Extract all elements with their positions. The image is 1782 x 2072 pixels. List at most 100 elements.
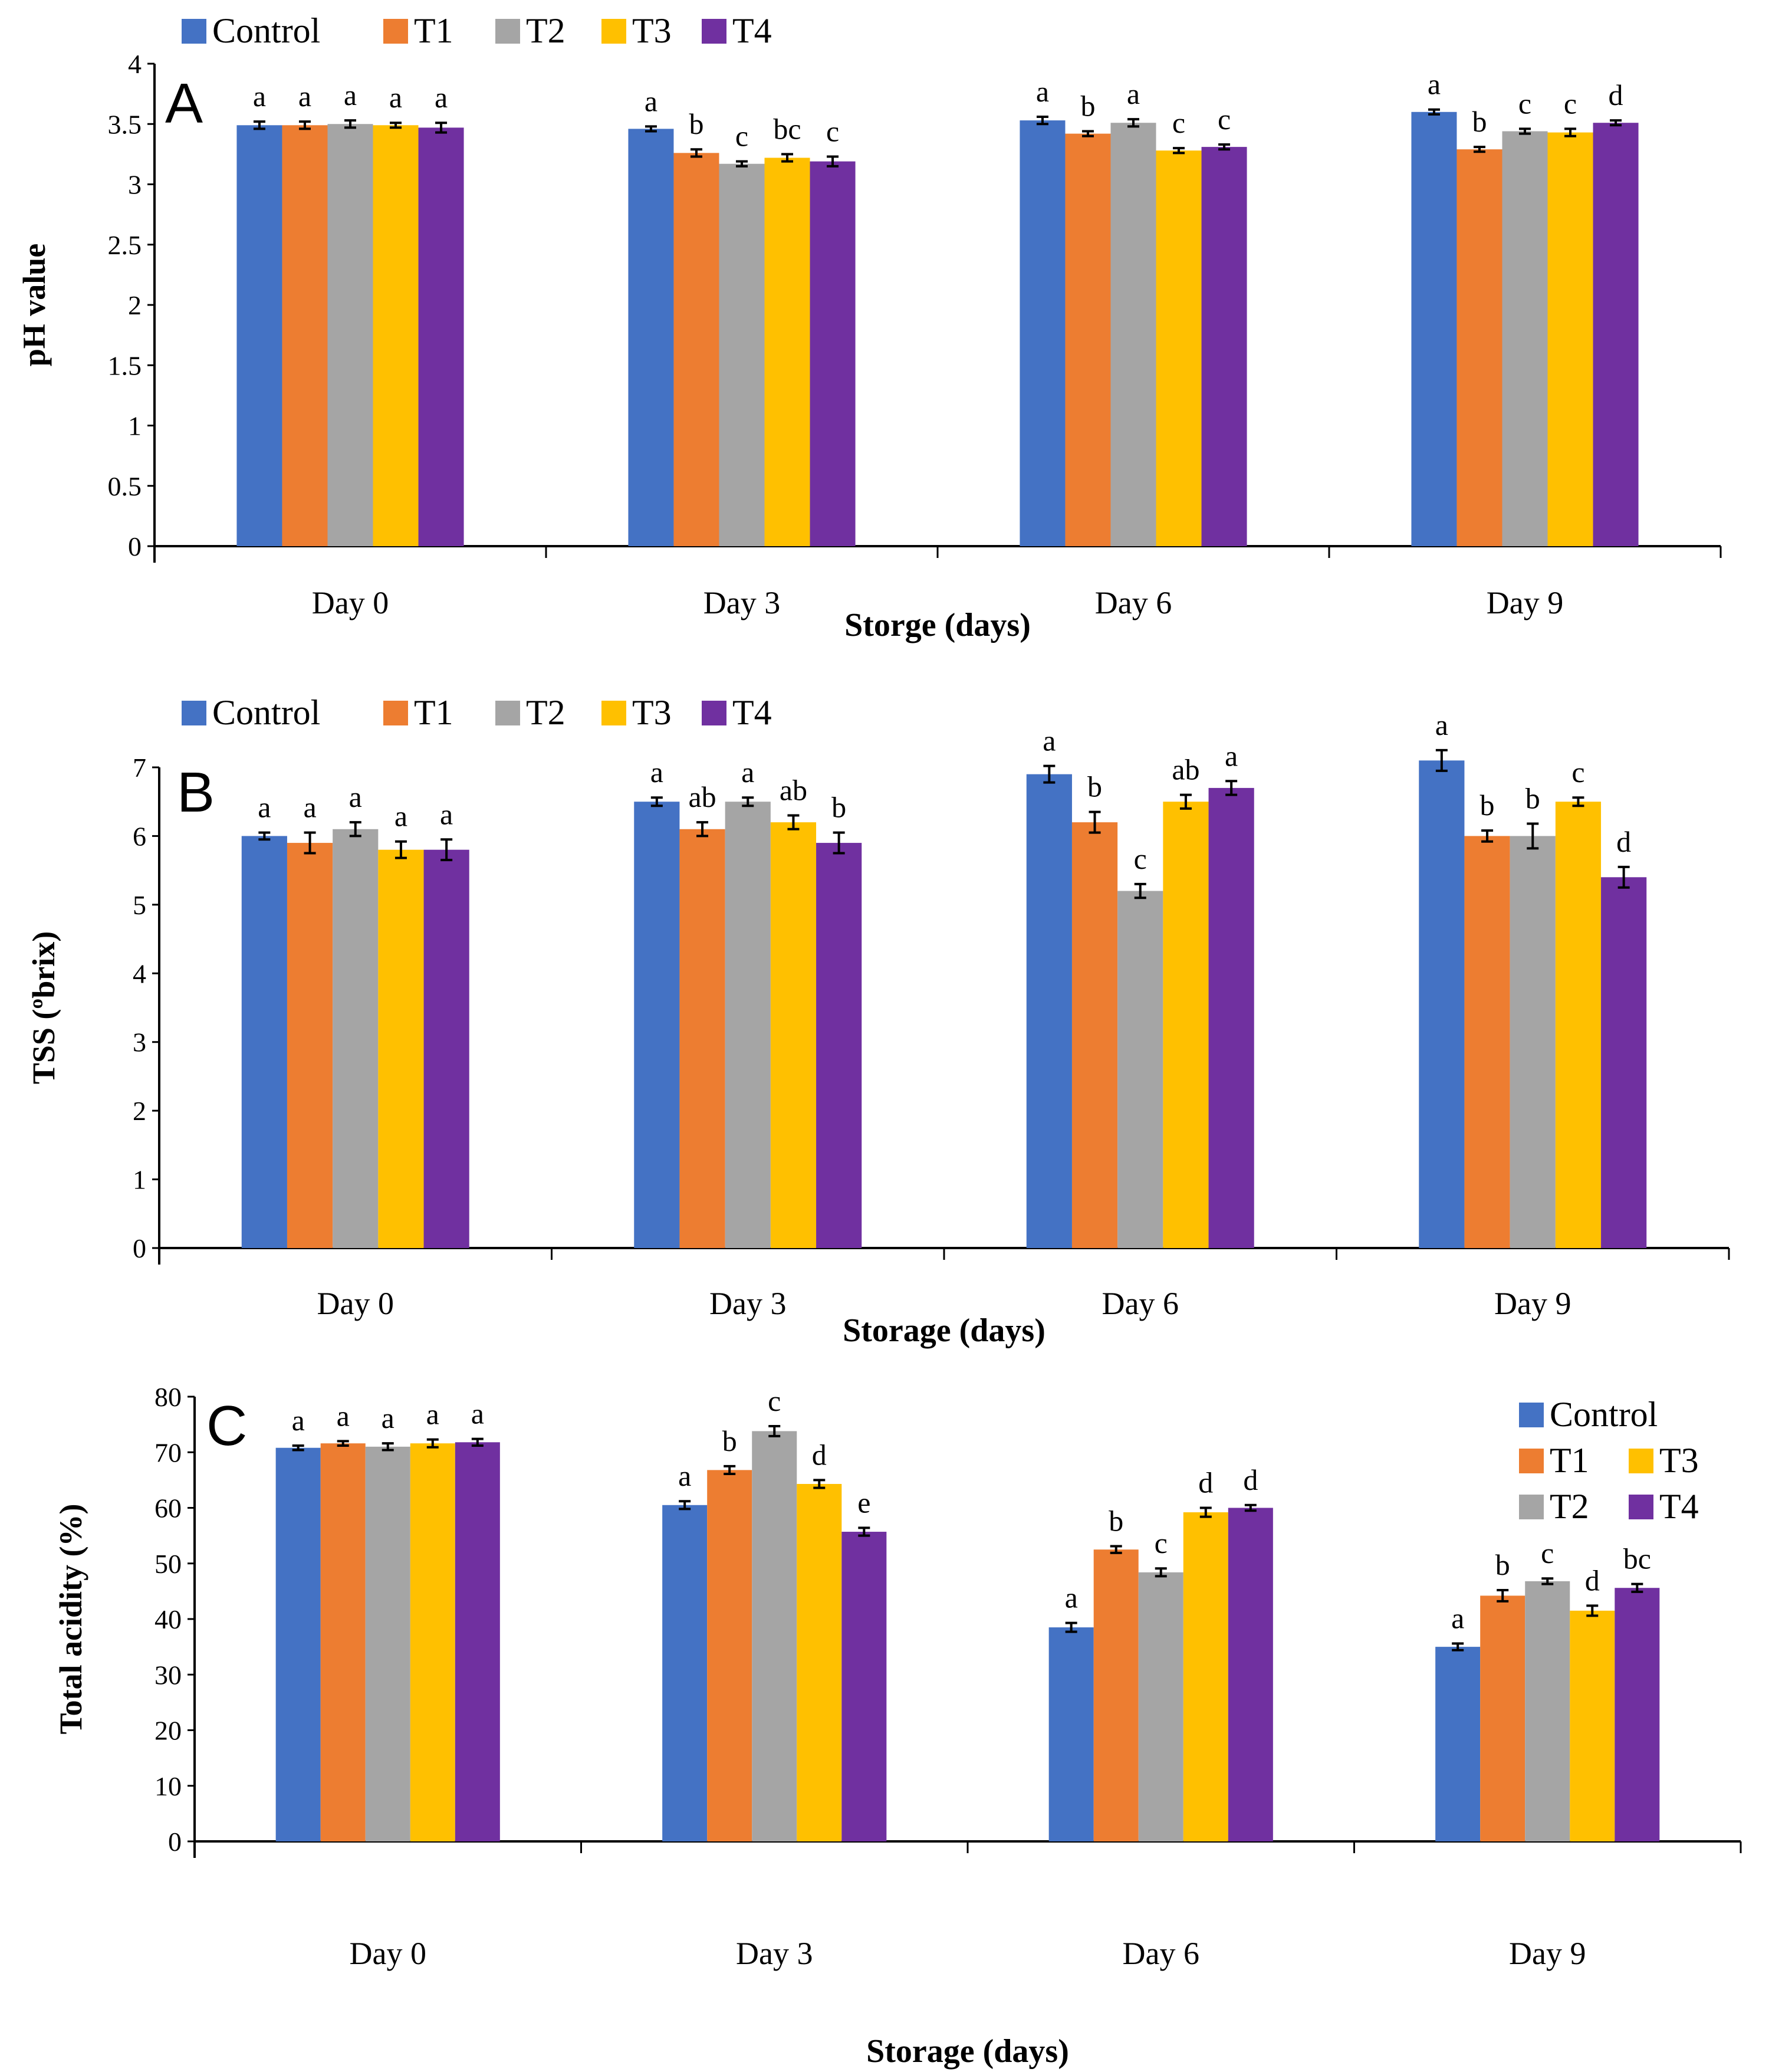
y-tick-label: 0 — [128, 531, 142, 561]
legend-swatch — [1629, 1495, 1653, 1519]
significance-letter: a — [650, 756, 663, 789]
significance-letter: a — [1428, 68, 1441, 101]
legend-label: T4 — [732, 11, 772, 50]
significance-letter: a — [1065, 1581, 1078, 1614]
legend-label: T4 — [732, 693, 772, 732]
panel-label: A — [165, 72, 203, 135]
bar-t2-day-6 — [1110, 123, 1156, 546]
y-tick-label: 2 — [133, 1096, 146, 1126]
bar-t2-day-9 — [1510, 836, 1556, 1248]
y-tick-label: 1 — [128, 411, 142, 441]
significance-letter: a — [1225, 739, 1238, 772]
panel-label: C — [206, 1394, 247, 1457]
bar-control-day-9 — [1419, 760, 1465, 1248]
significance-letter: c — [1155, 1526, 1168, 1559]
x-category-label: Day 0 — [350, 1936, 426, 1971]
bar-control-day-0 — [241, 836, 287, 1248]
significance-letter: b — [831, 791, 846, 824]
bar-t3-day-0 — [373, 125, 419, 547]
significance-letter: a — [741, 756, 754, 789]
x-category-label: Day 3 — [709, 1286, 786, 1321]
significance-letter: a — [394, 800, 407, 833]
legend-label: Control — [212, 693, 320, 732]
significance-letter: c — [1541, 1536, 1554, 1569]
significance-letter: a — [1435, 708, 1448, 741]
bar-t3-day-9 — [1555, 802, 1602, 1248]
legend-swatch — [1629, 1449, 1653, 1473]
bar-t1-day-3 — [673, 153, 719, 547]
bar-t4-day-3 — [810, 161, 856, 546]
bar-t3-day-6 — [1163, 802, 1209, 1248]
bar-t3-day-3 — [770, 822, 817, 1248]
bar-t1-day-3 — [679, 829, 725, 1248]
legend-swatch — [1519, 1403, 1544, 1427]
significance-letter: e — [857, 1486, 870, 1519]
significance-letter: bc — [1623, 1542, 1651, 1575]
y-tick-label: 0 — [168, 1827, 182, 1857]
y-tick-label: 5 — [133, 890, 146, 920]
bar-t2-day-9 — [1525, 1581, 1570, 1841]
bar-control-day-0 — [236, 125, 282, 547]
y-tick-label: 1 — [133, 1165, 146, 1195]
significance-letter: b — [1480, 789, 1495, 822]
significance-letter: ab — [1172, 753, 1199, 786]
legend-label: Control — [1550, 1395, 1658, 1434]
bar-control-day-6 — [1048, 1627, 1094, 1841]
y-tick-label: 3.5 — [108, 109, 142, 139]
significance-letter: b — [722, 1424, 737, 1457]
y-axis-title: TSS (ºbrix) — [26, 931, 61, 1084]
bar-control-day-3 — [634, 802, 680, 1248]
bar-t2-day-6 — [1117, 891, 1163, 1248]
significance-letter: d — [1198, 1466, 1213, 1499]
bar-control-day-0 — [275, 1447, 321, 1841]
legend-label: T1 — [1550, 1441, 1589, 1480]
bar-t1-day-3 — [707, 1470, 752, 1841]
bar-t4-day-6 — [1201, 147, 1247, 547]
bar-t3-day-9 — [1547, 132, 1593, 546]
significance-letter: a — [337, 1399, 350, 1432]
significance-letter: a — [426, 1398, 439, 1431]
significance-letter: d — [1243, 1463, 1258, 1496]
bar-t4-day-3 — [841, 1532, 887, 1841]
x-category-label: Day 0 — [312, 585, 389, 620]
legend-swatch — [702, 701, 726, 725]
bar-t2-day-9 — [1502, 131, 1548, 546]
significance-letter: a — [1451, 1601, 1464, 1634]
bar-control-day-3 — [628, 129, 674, 546]
significance-letter: b — [1109, 1505, 1123, 1538]
y-tick-label: 2.5 — [108, 230, 142, 260]
bar-t1-day-0 — [320, 1443, 366, 1841]
significance-letter: b — [1495, 1548, 1510, 1581]
y-tick-label: 4 — [128, 49, 142, 79]
significance-letter: a — [471, 1397, 484, 1430]
bar-t2-day-3 — [752, 1431, 797, 1841]
y-tick-label: 30 — [154, 1660, 182, 1690]
legend-label: T3 — [632, 693, 672, 732]
x-axis-title: Storge (days) — [844, 607, 1031, 643]
bar-t2-day-3 — [719, 163, 765, 546]
significance-letter: c — [735, 120, 748, 153]
bar-control-day-6 — [1026, 774, 1072, 1248]
significance-letter: a — [435, 81, 448, 114]
bar-t1-day-6 — [1071, 822, 1118, 1248]
y-tick-label: 3 — [128, 170, 142, 200]
bar-control-day-9 — [1411, 111, 1457, 547]
legend-swatch — [601, 19, 626, 44]
bar-control-day-6 — [1020, 120, 1066, 547]
bar-t4-day-3 — [816, 843, 862, 1248]
bar-t4-day-9 — [1615, 1588, 1660, 1841]
x-category-label: Day 9 — [1494, 1286, 1571, 1321]
x-category-label: Day 3 — [703, 585, 780, 620]
y-tick-label: 1.5 — [108, 350, 142, 380]
legend-label: T2 — [526, 693, 565, 732]
x-axis-title: Storage (days) — [866, 2033, 1069, 2070]
legend-swatch — [182, 701, 206, 725]
legend-label: T3 — [632, 11, 672, 50]
significance-letter: a — [645, 84, 657, 117]
legend-label: Control — [212, 11, 320, 50]
significance-letter: d — [1609, 78, 1623, 111]
significance-letter: a — [303, 791, 316, 824]
y-tick-label: 80 — [154, 1382, 182, 1412]
